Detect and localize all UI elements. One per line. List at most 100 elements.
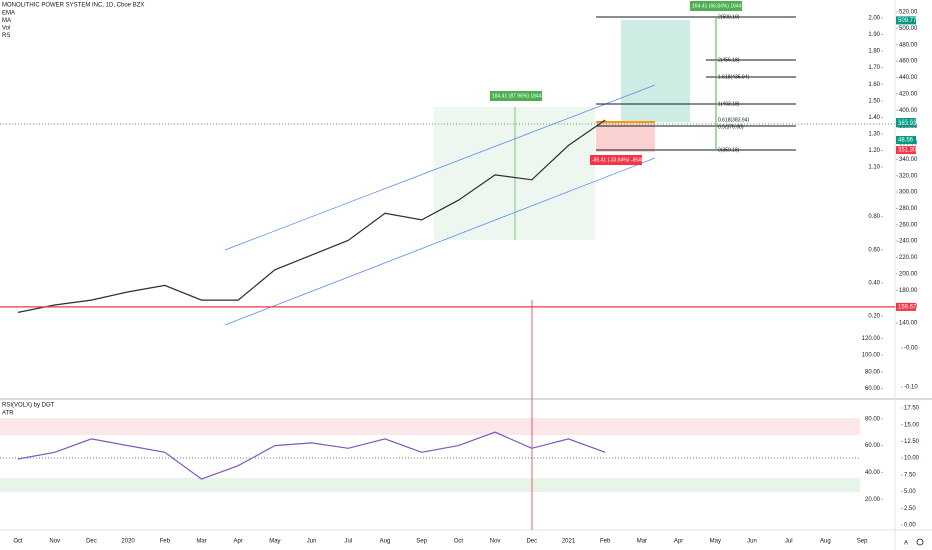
y-tick-label: 0.00 bbox=[904, 523, 916, 529]
x-tick-label: Apr bbox=[674, 539, 683, 545]
x-tick-label: Jun bbox=[307, 539, 317, 545]
target-box bbox=[621, 20, 690, 122]
x-tick-label: Oct bbox=[13, 539, 23, 545]
y-tick-label: 240.00 bbox=[899, 239, 918, 245]
y-tick-label: 40.00 bbox=[865, 470, 881, 476]
y-tick-label: 520.00 bbox=[899, 10, 918, 16]
y-tick-label: 180.00 bbox=[899, 288, 918, 294]
price-marker bbox=[896, 302, 916, 311]
y-tick-label: 17.50 bbox=[904, 406, 920, 412]
y-tick-label: 260.00 bbox=[899, 222, 918, 228]
y-tick-label: 7.50 bbox=[904, 472, 916, 478]
price-marker-label: 351.30 bbox=[898, 148, 917, 154]
channel-upper bbox=[224, 84, 656, 251]
annotation-label: -85.41 (-33.64%) -8540 bbox=[592, 157, 644, 163]
y-tick-label: 200.00 bbox=[899, 271, 918, 277]
y-tick-label: 120.00 bbox=[862, 336, 881, 342]
y-tick-label: 5.00 bbox=[904, 489, 916, 495]
x-tick-label: May bbox=[710, 539, 721, 545]
x-tick-label: Sep bbox=[416, 539, 427, 545]
x-tick-label: Jul bbox=[344, 539, 352, 545]
y-tick-label: 1.50 bbox=[868, 98, 880, 104]
annotation-box bbox=[690, 1, 742, 11]
range-box bbox=[434, 107, 595, 240]
x-tick-label: Dec bbox=[86, 539, 97, 545]
y-tick-label: 300.00 bbox=[899, 190, 918, 196]
y-tick-label: 15.00 bbox=[904, 422, 920, 428]
annotation-label: 184.41 (87.96%) 18441 bbox=[492, 93, 544, 99]
indicator-label: ATR bbox=[2, 411, 14, 417]
indicator-label: Vol bbox=[2, 26, 10, 32]
y-tick-label: 140.00 bbox=[899, 321, 918, 327]
y-tick-label: 1.30 bbox=[868, 131, 880, 137]
y-tick-label: 100.00 bbox=[862, 353, 881, 359]
x-tick-label: Feb bbox=[160, 539, 171, 545]
settings-button[interactable] bbox=[916, 538, 924, 546]
x-tick-label: Dec bbox=[526, 539, 537, 545]
y-tick-label: -0.10 bbox=[904, 385, 918, 391]
annotation-box bbox=[590, 155, 642, 165]
y-tick-label: 0.40 bbox=[868, 280, 880, 286]
price-line bbox=[17, 119, 606, 313]
fib-label: 0.618(383.94) bbox=[718, 117, 749, 123]
x-tick-label: May bbox=[269, 539, 280, 545]
auto-scale[interactable]: A bbox=[904, 541, 908, 547]
y-tick-label: 60.00 bbox=[865, 443, 881, 449]
rsi-oversold-band bbox=[0, 478, 860, 492]
x-tick-label: Jun bbox=[747, 539, 757, 545]
x-tick-label: Apr bbox=[234, 539, 243, 545]
channel-lower bbox=[224, 157, 656, 326]
fib-label: 1.618(435.94) bbox=[718, 74, 749, 80]
x-tick-label: Mar bbox=[196, 539, 206, 545]
y-tick-label: 0.60 bbox=[868, 247, 880, 253]
x-tick-label: 2021 bbox=[562, 539, 576, 545]
y-tick-label: 320.00 bbox=[899, 173, 918, 179]
fib-label: 2(509.19) bbox=[718, 14, 740, 20]
y-tick-label: 0.20 bbox=[868, 314, 880, 320]
y-tick-label: 1.40 bbox=[868, 115, 880, 121]
y-tick-label: 1.10 bbox=[868, 165, 880, 171]
price-marker-label: 383.93 bbox=[898, 121, 917, 127]
x-tick-label: Nov bbox=[490, 539, 501, 545]
y-tick-label: 80.00 bbox=[865, 416, 881, 422]
x-tick-label: Aug bbox=[820, 539, 831, 545]
x-tick-label: Jul bbox=[785, 539, 793, 545]
y-tick-label: 80.00 bbox=[865, 369, 881, 375]
y-tick-label: 20.00 bbox=[865, 497, 881, 503]
y-tick-label: 500.00 bbox=[899, 26, 918, 32]
y-tick-label: 2.00 bbox=[868, 16, 880, 22]
price-marker bbox=[896, 16, 916, 25]
y-tick-label: 460.00 bbox=[899, 59, 918, 65]
rs-label: 48.56 bbox=[898, 138, 914, 144]
y-tick-label: 280.00 bbox=[899, 206, 918, 212]
y-tick-label: 60.00 bbox=[865, 386, 881, 392]
x-tick-label: Sep bbox=[857, 539, 868, 545]
fib-levels bbox=[596, 16, 796, 151]
y-tick-label: 440.00 bbox=[899, 75, 918, 81]
price-marker-label: 509.77 bbox=[898, 18, 917, 24]
price-marker-label: 159.67 bbox=[898, 304, 917, 310]
y-tick-label: 1.60 bbox=[868, 82, 880, 88]
y-tick-label: 480.00 bbox=[899, 42, 918, 48]
price-marker bbox=[896, 119, 916, 128]
indicator-label: MA bbox=[2, 18, 11, 24]
x-tick-label: Oct bbox=[454, 539, 464, 545]
fib-label: 0.5(376.68) bbox=[718, 124, 744, 130]
fib-label: 2(456.18) bbox=[718, 57, 740, 63]
rs-marker bbox=[896, 136, 916, 144]
y-tick-label: 10.00 bbox=[904, 456, 920, 462]
y-tick-label: 1.90 bbox=[868, 32, 880, 38]
y-tick-label: 220.00 bbox=[899, 255, 918, 261]
chart-title: MONOLITHIC POWER SYSTEM INC, 1D, Cboe BZ… bbox=[2, 3, 144, 9]
x-tick-label: 2020 bbox=[121, 539, 135, 545]
stop-box bbox=[596, 122, 655, 152]
y-tick-label: -0.00 bbox=[904, 345, 918, 351]
x-tick-label: Feb bbox=[600, 539, 611, 545]
x-tick-label: Aug bbox=[380, 539, 391, 545]
y-tick-label: 340.00 bbox=[899, 157, 918, 163]
indicator-label: EMA bbox=[2, 11, 15, 17]
rsi-overbought-band bbox=[0, 418, 860, 435]
indicator-label: RS bbox=[2, 33, 10, 39]
y-tick-label: 2.50 bbox=[904, 506, 916, 512]
